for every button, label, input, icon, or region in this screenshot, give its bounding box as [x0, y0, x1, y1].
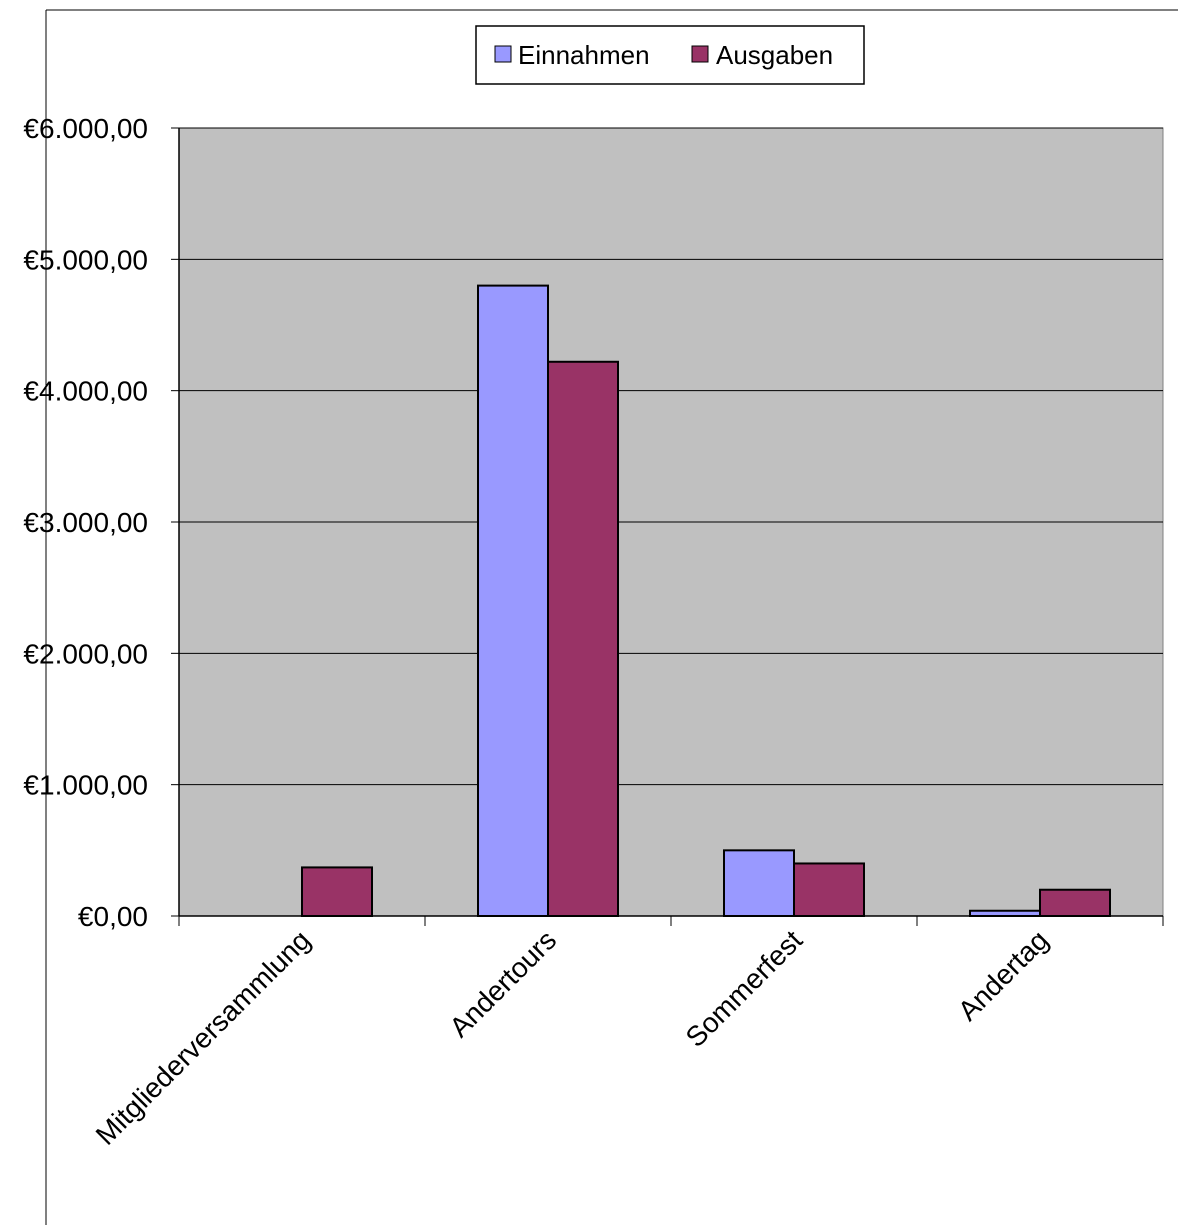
x-category-label: Sommerfest: [680, 924, 809, 1053]
bar-ausgaben-3: [1039, 888, 1111, 918]
y-tick-label: €0,00: [78, 901, 148, 932]
y-tick-label: €3.000,00: [23, 507, 148, 538]
y-tick-label: €4.000,00: [23, 376, 148, 407]
y-tick-label: €5.000,00: [23, 244, 148, 275]
bar-ausgaben-2: [793, 862, 865, 918]
legend-swatch-einnahmen: [494, 45, 512, 63]
x-category-label: Mitgliederversammlung: [90, 924, 317, 1151]
x-category-label: Andertag: [952, 924, 1054, 1026]
x-category-label: Andertours: [443, 924, 562, 1043]
y-tick-label: €6.000,00: [23, 113, 148, 144]
bar-einnahmen-2: [723, 849, 795, 917]
bar-ausgaben-0: [301, 866, 373, 918]
legend-label-einnahmen: Einnahmen: [518, 40, 650, 70]
bar-ausgaben-1: [547, 360, 619, 918]
legend: Einnahmen Ausgaben: [475, 25, 865, 85]
legend-swatch-ausgaben: [691, 45, 709, 63]
bar-einnahmen-1: [477, 284, 549, 918]
bar-einnahmen-3: [969, 909, 1041, 917]
legend-label-ausgaben: Ausgaben: [716, 40, 833, 70]
legend-box: [475, 25, 865, 85]
y-tick-label: €2.000,00: [23, 638, 148, 669]
y-tick-label: €1.000,00: [23, 770, 148, 801]
